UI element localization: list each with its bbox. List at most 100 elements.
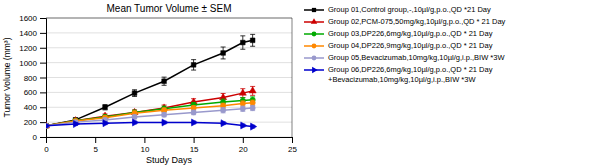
y-tick: 1200 [19,44,46,53]
point [191,63,196,68]
y-tick-label: 0 [33,133,38,142]
y-tick: 1400 [19,29,46,38]
grid [46,18,292,137]
point [249,87,256,93]
error-bar [191,106,196,110]
error-bar [191,60,196,70]
error-bar [132,90,137,97]
point [192,119,198,126]
legend-label: Group 06,DP226,6mg/kg,10µl/g,p.o.,QD * 2… [328,65,493,84]
point [251,123,257,130]
x-tick-mark [95,137,96,143]
x-tick: 15 [190,137,199,154]
y-axis-line [40,19,47,138]
series [46,97,255,129]
y-tick-mark [40,33,46,34]
y-axis: 0 200 400 600 800 1000 1200 1400 1600 [19,14,46,142]
point [221,120,227,127]
point [162,119,168,126]
x-tick-mark [243,137,244,143]
y-tick-mark [40,107,46,108]
error-bar [162,113,167,117]
error-bar [132,115,137,119]
legend: Group 01,Control group,-,10µl/g,p.o.,QD … [304,5,506,84]
legend-label: Group 02,PCM-075,50mg/kg,10µl/g,p.o.,QD … [328,17,506,26]
series-line [46,40,253,126]
y-tick: 800 [24,74,46,83]
y-tick-mark [40,63,46,64]
error-bar [250,105,255,110]
legend-item: Group 01,Control group,-,10µl/g,p.o.,QD … [304,5,491,14]
legend-item: Group 02,PCM-075,50mg/kg,10µl/g,p.o.,QD … [304,17,506,26]
legend-item: Group 06,DP226,6mg/kg,10µl/g,p.o.,QD * 2… [304,65,493,84]
point [240,40,245,45]
y-tick: 200 [24,118,46,127]
y-tick: 400 [24,103,46,112]
legend-marker [312,44,317,49]
legend-marker [312,56,317,61]
legend-label: Group 01,Control group,-,10µl/g,p.o.,QD … [328,5,491,14]
legend-marker [312,67,318,73]
legend-label-line: Group 04,DP226,9mg/kg,10µl/g,p.o.,QD * 2… [328,41,493,50]
y-tick-mark [40,78,46,79]
y-tick-label: 1400 [19,29,37,38]
legend-marker [312,32,317,37]
y-tick-label: 400 [24,103,38,112]
point [221,51,226,56]
series [46,119,257,130]
y-tick: 1600 [19,14,46,23]
y-tick-mark [40,48,46,49]
legend-item: Group 03,DP226,6mg/kg,10µl/g,p.o.,QD * 2… [304,29,493,38]
series-line [46,91,253,126]
error-bar [162,108,167,112]
point [103,120,109,127]
chart: 0 5 10 15 20 25 0 200 400 600 800 1000 1200 1400 1600 M… [0,0,597,167]
legend-label-line: +Bevacizumab,10mg/kg,10µl/g,i.p.,BIW *3W [328,75,476,84]
x-tick-mark [144,137,145,143]
y-tick-mark [40,137,46,138]
point [240,106,245,111]
point [133,119,139,126]
y-tick-label: 1200 [19,44,37,53]
series-line [46,100,253,126]
x-tick-label: 0 [44,145,49,154]
x-axis: 0 5 10 15 20 25 [44,137,297,154]
error-bar [221,47,226,59]
y-tick: 1000 [19,59,46,68]
title: Mean Tumor Volume ± SEM [107,3,232,14]
y-tick-mark [40,18,46,19]
point [250,105,255,110]
x-tick-label: 20 [239,145,248,154]
legend-label-line: Group 06,DP226,6mg/kg,10µl/g,p.o.,QD * 2… [328,65,493,74]
x-tick-mark [194,137,195,143]
y-tick: 0 [33,133,46,142]
plot-frame [46,18,292,19]
y-axis-title: Tumor Volume (mm³) [2,37,12,117]
error-bar [240,36,245,49]
x-tick: 10 [140,137,149,154]
legend-marker [311,18,317,24]
point [250,100,255,105]
legend-item: Group 04,DP226,9mg/kg,10µl/g,p.o.,QD * 2… [304,41,493,50]
series [46,34,255,128]
x-tick: 5 [93,137,98,154]
point [191,110,196,115]
series [46,86,256,127]
legend-label: Group 03,DP226,6mg/kg,10µl/g,p.o.,QD * 2… [328,29,493,38]
point [103,105,108,110]
grid-line [46,18,292,19]
error-bar [240,106,245,111]
point [132,91,137,96]
series [46,105,255,128]
grid-line [46,47,292,48]
legend-marker [312,8,316,12]
x-tick-label: 10 [140,145,149,154]
point [220,108,225,113]
y-tick-label: 200 [24,118,38,127]
x-tick: 25 [288,137,297,154]
y-tick: 600 [24,88,46,97]
legend-label: Group 04,DP226,9mg/kg,10µl/g,p.o.,QD * 2… [328,41,493,50]
legend-label-line: Group 03,DP226,6mg/kg,10µl/g,p.o.,QD * 2… [328,29,493,38]
point [240,101,245,106]
legend-label-line: Group 01,Control group,-,10µl/g,p.o.,QD … [328,5,491,14]
